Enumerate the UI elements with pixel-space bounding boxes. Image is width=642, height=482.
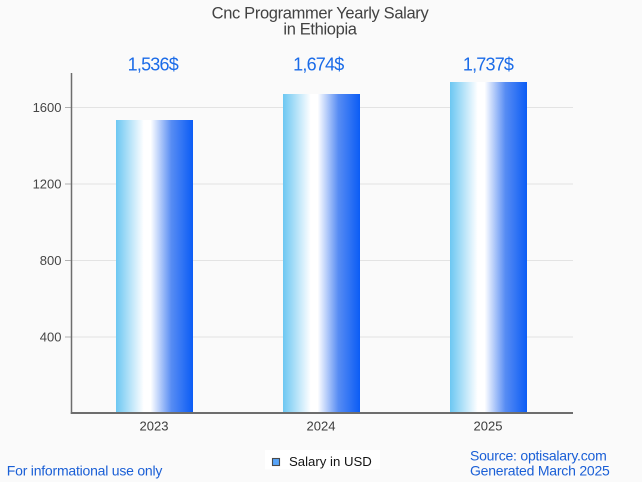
svg-text:Cnc Programmer Yearly Salary: Cnc Programmer Yearly Salary: [212, 5, 430, 23]
svg-text:400: 400: [40, 330, 62, 345]
svg-text:1,536$: 1,536$: [128, 55, 179, 75]
svg-text:For informational use only: For informational use only: [7, 463, 163, 479]
svg-text:2023: 2023: [140, 419, 169, 434]
svg-text:Source: optisalary.com: Source: optisalary.com: [470, 448, 607, 464]
svg-text:Generated March 2025: Generated March 2025: [470, 463, 610, 479]
svg-text:Salary in USD: Salary in USD: [289, 454, 372, 469]
svg-text:1,674$: 1,674$: [293, 55, 344, 75]
svg-text:2025: 2025: [474, 419, 503, 434]
svg-text:1200: 1200: [33, 177, 62, 192]
svg-text:1,737$: 1,737$: [463, 55, 514, 75]
svg-text:1600: 1600: [33, 100, 62, 115]
svg-text:in Ethiopia: in Ethiopia: [283, 21, 357, 39]
svg-text:800: 800: [40, 253, 62, 268]
svg-text:2024: 2024: [307, 419, 336, 434]
